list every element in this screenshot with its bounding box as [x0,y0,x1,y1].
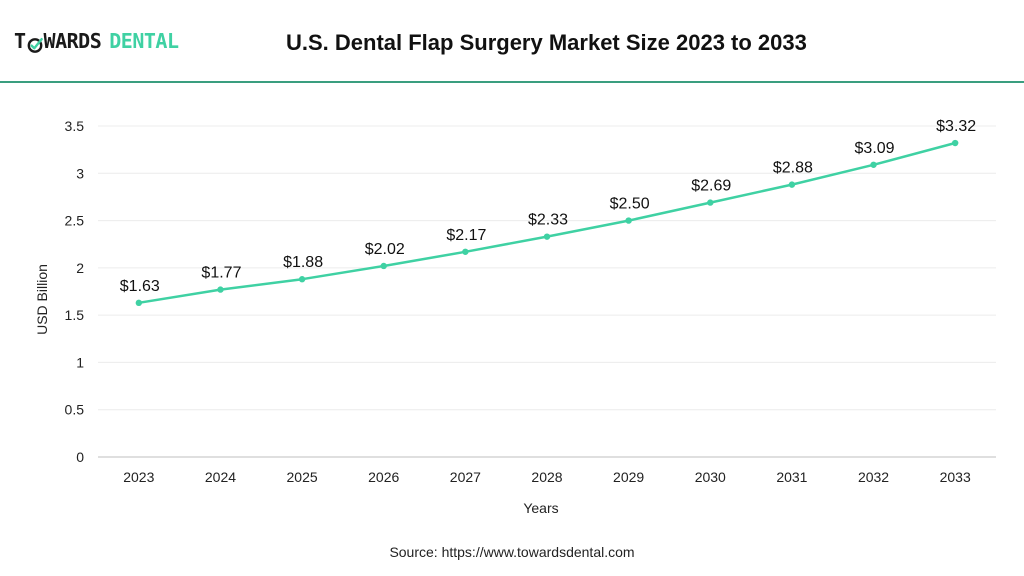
x-tick-label: 2026 [368,469,399,485]
data-point [788,181,796,188]
y-tick-label: 3 [76,165,84,181]
x-tick-label: 2031 [776,469,807,485]
data-point [217,286,224,293]
x-tick-label: 2023 [123,469,154,485]
data-label: $2.69 [691,178,731,195]
x-tick-label: 2029 [613,469,644,485]
data-label: $2.33 [528,212,568,229]
x-tick-label: 2032 [858,469,889,485]
y-tick-label: 0 [76,449,84,465]
y-tick-label: 1.5 [65,307,85,323]
data-point [462,248,469,255]
data-point [135,299,143,307]
data-label: $2.88 [773,160,813,177]
data-point [707,199,714,206]
towards-dental-logo[interactable]: T WARDS DENTAL [14,28,179,54]
x-tick-label: 2028 [531,469,562,485]
data-point [380,262,387,270]
x-tick-label: 2033 [940,469,971,485]
logo-text-t: T [14,29,26,53]
x-tick-label: 2027 [450,469,481,485]
data-point [543,233,551,240]
y-tick-label: 0.5 [65,402,85,418]
source-note: Source: https://www.towardsdental.com [389,544,635,560]
data-point [870,161,877,168]
y-tick-label: 1 [76,354,84,370]
page-title: U.S. Dental Flap Surgery Market Size 202… [286,30,807,55]
data-label: $2.50 [610,196,650,213]
x-tick-label: 2024 [205,469,236,485]
header: T WARDS DENTAL U.S. Dental Flap Surgery … [0,0,1024,84]
x-tick-label: 2025 [287,469,318,485]
data-label: $1.77 [201,265,241,282]
x-tick-label: 2030 [695,469,726,485]
y-tick-label: 3.5 [65,118,85,134]
data-label: $2.17 [446,227,486,244]
y-tick-label: 2 [76,260,84,276]
y-axis-title: USD Billion [34,264,50,335]
data-point [298,276,306,283]
logo-text-wards: WARDS [43,29,102,53]
data-point [951,139,959,147]
data-label: $2.02 [365,241,405,258]
y-tick-label: 2.5 [65,213,85,229]
data-label: $1.63 [120,278,160,295]
logo-text-dental: DENTAL [109,29,179,53]
header-divider [0,81,1024,83]
data-label: $3.09 [855,140,895,157]
data-label: $3.32 [936,118,976,135]
tooth-check-icon [27,34,43,53]
data-point [625,217,632,224]
data-label: $1.88 [283,254,323,271]
x-axis-title: Years [523,500,558,516]
